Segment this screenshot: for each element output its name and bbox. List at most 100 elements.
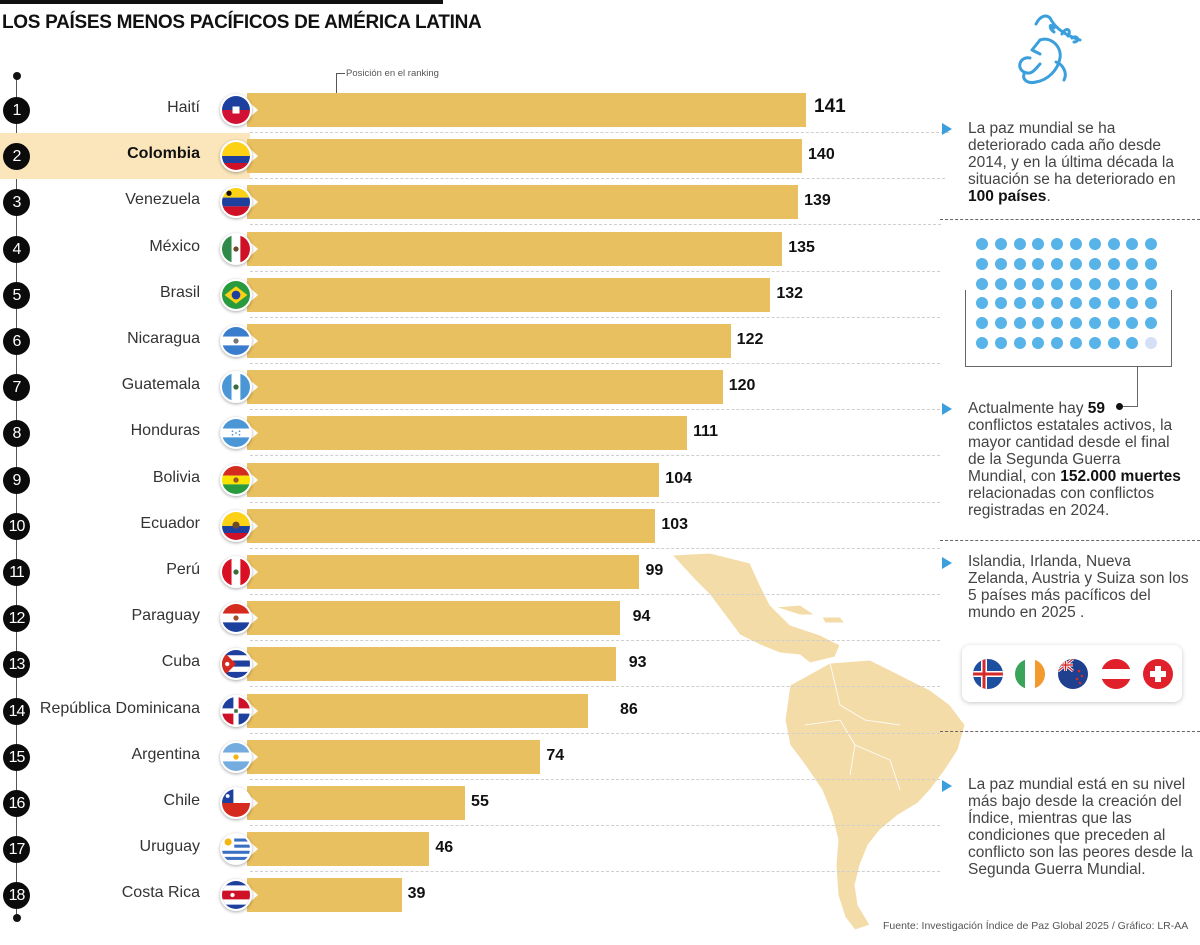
flag-pointer <box>249 702 258 719</box>
peaceful-flags-box <box>962 645 1182 702</box>
flag-pointer <box>249 841 258 858</box>
row-separator <box>250 316 940 318</box>
switzerland-flag <box>1143 659 1173 689</box>
conflict-dot <box>1126 238 1139 250</box>
chart-row: 13 Cuba 93 <box>0 641 940 688</box>
flag-pointer <box>249 148 258 165</box>
rank-badge: 10 <box>3 512 30 540</box>
flag-pointer <box>249 379 258 396</box>
chart-row: 14 República Dominicana 86 <box>0 688 940 734</box>
row-separator <box>250 363 940 364</box>
value-label: 111 <box>693 423 718 441</box>
rank-badge: 14 <box>3 697 30 725</box>
value-label: 93 <box>628 654 647 672</box>
conflict-dot <box>1032 337 1045 349</box>
row-separator <box>250 732 940 734</box>
bullet-icon <box>942 123 952 135</box>
row-separator <box>250 686 940 688</box>
separator <box>940 219 1200 220</box>
conflict-dot <box>1051 257 1064 270</box>
austria-flag <box>1101 659 1131 689</box>
chart-row: 9 Bolivia 104 <box>0 457 940 503</box>
chart-row: 3 Venezuela 139 <box>0 179 942 226</box>
title-rule <box>0 0 443 4</box>
conflict-dot <box>1088 337 1101 349</box>
ecuador-flag <box>220 509 252 542</box>
peru-flag <box>220 556 252 588</box>
conflict-dot <box>1032 277 1045 290</box>
bar <box>247 508 656 543</box>
country-label: Paraguay <box>131 607 201 625</box>
conflict-dot <box>1145 297 1158 310</box>
map-south-america <box>784 659 966 931</box>
rank-badge: 18 <box>3 882 30 910</box>
conflict-dot <box>1088 317 1101 330</box>
fact-active-conflicts: Actualmente hay 59 conflictos estatales … <box>968 400 1181 519</box>
flag-pointer <box>249 517 258 534</box>
conflict-dot <box>1013 297 1026 310</box>
ranking-annotation: Posición en el ranking <box>346 68 439 79</box>
conflict-dot <box>1145 277 1158 290</box>
conflict-dot <box>1051 317 1064 330</box>
map-caribbean-cuba <box>774 604 817 616</box>
rank-badge: 5 <box>3 281 30 309</box>
source-note: Fuente: Investigación Índice de Paz Glob… <box>883 920 1189 932</box>
chart-row: 1 Haití 141 <box>0 87 949 133</box>
value-label: 141 <box>814 96 846 117</box>
value-label: 103 <box>661 515 689 533</box>
conflict-dot <box>1032 257 1045 270</box>
dot-grid-connector-h <box>1122 406 1138 407</box>
map-mexico-central-america <box>670 552 841 664</box>
cuba-flag <box>220 648 252 681</box>
chart-row: 12 Paraguay 94 <box>0 595 940 642</box>
rank-badge: 13 <box>3 651 30 679</box>
rank-badge: 15 <box>3 743 30 771</box>
bar <box>247 324 731 358</box>
conflict-dot <box>1013 257 1026 270</box>
timeline-end-dot <box>13 914 21 922</box>
conflict-dot <box>994 238 1007 250</box>
conflict-dot <box>1107 238 1120 250</box>
uruguay-flag <box>220 833 252 866</box>
rank-badge: 2 <box>3 143 30 171</box>
row-separator <box>250 178 946 180</box>
conflict-dot <box>1051 297 1064 310</box>
value-label: 55 <box>471 793 489 810</box>
latin-america-map <box>670 552 966 931</box>
conflict-dot <box>1013 317 1026 330</box>
country-label: Cuba <box>161 653 200 671</box>
rank-badge: 8 <box>3 420 30 448</box>
conflict-dot <box>1070 317 1082 330</box>
conflict-dot <box>1145 238 1158 250</box>
conflict-dot <box>1126 337 1139 349</box>
annotation-leader-h <box>336 73 345 74</box>
value-label: 120 <box>728 377 756 395</box>
flag-pointer <box>249 564 258 580</box>
conflict-dot <box>1032 297 1045 310</box>
guatemala-flag <box>220 371 252 404</box>
highlight-background <box>0 133 250 180</box>
map-caribbean-hispaniola <box>821 616 847 624</box>
rank-badge: 16 <box>3 790 30 817</box>
bar <box>247 93 806 127</box>
chile-flag <box>220 787 252 819</box>
chart-row: 17 Uruguay 46 <box>0 826 940 873</box>
chart-row: 4 México 135 <box>0 226 940 272</box>
rank-badge: 11 <box>3 559 30 586</box>
conflict-dot <box>994 277 1007 290</box>
separator <box>940 540 1200 541</box>
dot-grid-connector <box>1137 367 1138 407</box>
row-separator <box>250 224 942 226</box>
argentina-flag <box>220 740 252 773</box>
bar <box>247 647 616 682</box>
value-label: 132 <box>776 284 804 302</box>
fact-most-peaceful: Islandia, Irlanda, Nueva Zelanda, Austri… <box>968 553 1189 621</box>
value-label: 122 <box>736 331 764 348</box>
bar <box>247 416 688 451</box>
conflict-dot <box>994 257 1007 270</box>
bullet-icon <box>942 557 952 569</box>
conflict-dot <box>1107 257 1120 270</box>
country-label: México <box>149 237 200 255</box>
conflict-dot <box>1070 337 1082 349</box>
bar <box>247 739 541 774</box>
